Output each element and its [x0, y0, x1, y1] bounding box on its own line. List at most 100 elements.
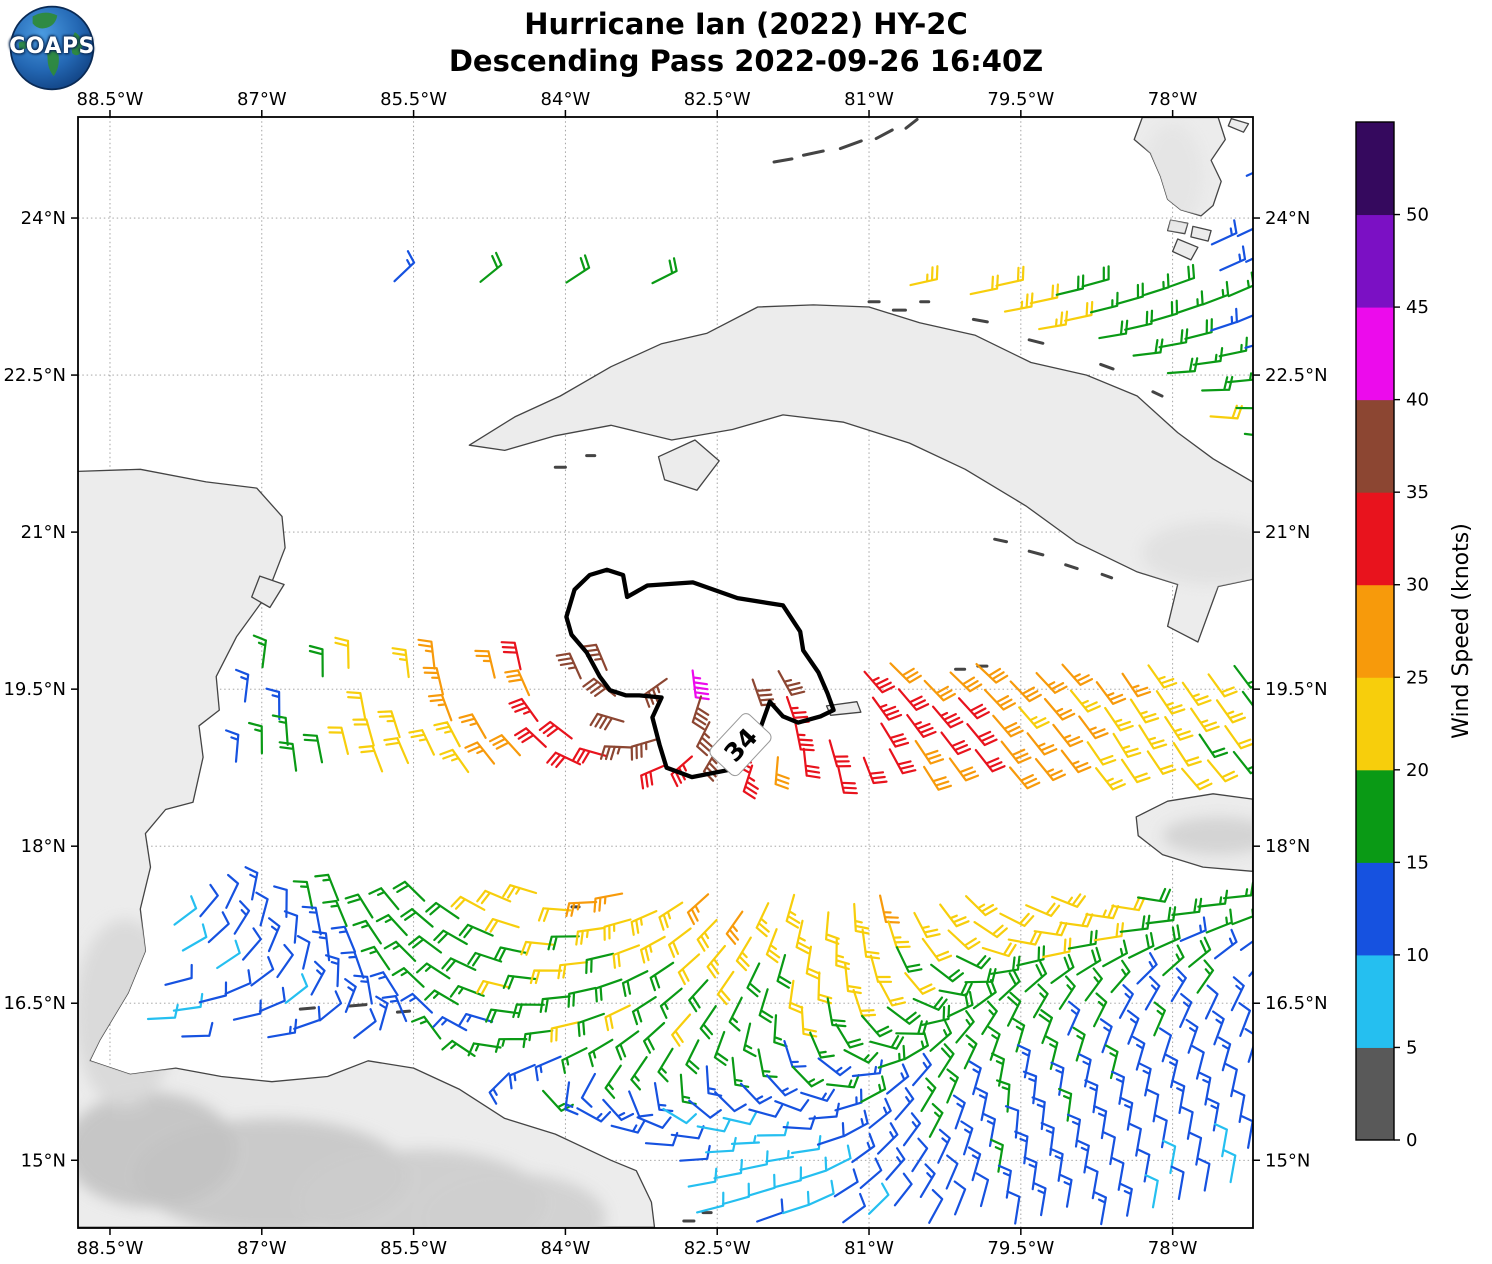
wind-barb [422, 666, 444, 696]
wind-barb [425, 901, 460, 920]
coaps-globe-icon [9, 5, 95, 91]
wind-barb [937, 1128, 951, 1164]
wind-barb [173, 895, 198, 926]
wind-barb [765, 1074, 798, 1097]
wind-barb [585, 952, 615, 975]
wind-barb [765, 928, 781, 964]
wind-barb [610, 1120, 646, 1134]
wind-barb [975, 663, 1009, 684]
wind-barb [1218, 336, 1248, 358]
wind-barb [1248, 969, 1253, 977]
wind-barb [1029, 283, 1059, 305]
wind-barb [1067, 929, 1098, 950]
wind-barb [580, 1072, 596, 1108]
wind-barb [885, 1147, 906, 1181]
colorbar-segment [1356, 399, 1394, 493]
wind-barb [1158, 328, 1189, 349]
wind-barb [377, 710, 401, 739]
wind-barb [1227, 372, 1253, 384]
wind-barb [1239, 1114, 1253, 1149]
wind-barb [1000, 740, 1032, 764]
wind-barb [1164, 1053, 1179, 1089]
wind-barb [691, 669, 710, 701]
wind-barb [594, 978, 623, 1003]
wind-barb [1196, 959, 1215, 994]
wind-barb [408, 729, 435, 756]
wind-barb [172, 992, 204, 1012]
wind-barb [271, 714, 289, 746]
wind-barb [878, 980, 906, 1007]
wind-barb [969, 274, 999, 296]
land-andros_frag3 [1171, 238, 1199, 261]
wind-barb [1034, 758, 1066, 782]
wind-barb [353, 1008, 377, 1039]
wind-barb [1093, 1190, 1107, 1226]
wind-barb [565, 900, 598, 918]
wind-barb [484, 918, 520, 933]
wind-barb [1179, 1105, 1194, 1140]
wind-barb [508, 1063, 536, 1090]
wind-barb [1171, 897, 1203, 917]
colorbar-segment [1356, 307, 1394, 401]
wind-barb [897, 688, 930, 711]
wind-barb [308, 644, 324, 678]
wind-barb [940, 731, 972, 756]
wind-barb [982, 1112, 996, 1147]
wind-barb [1207, 673, 1238, 698]
lat-tick-label: 16.5°N [3, 993, 66, 1014]
lat-tick-label: 18°N [1265, 836, 1310, 857]
wind-barb [1095, 681, 1127, 705]
wind-barb [391, 967, 425, 988]
lon-tick-label: 84°W [541, 89, 591, 110]
wind-barb [1058, 975, 1076, 1010]
wind-barb [1147, 664, 1178, 689]
wind-barb [1196, 1157, 1211, 1192]
wind-barb [302, 733, 324, 764]
wind-barb [1179, 916, 1207, 942]
wind-barb [1179, 993, 1193, 1028]
wind-barb [809, 1031, 835, 1059]
wind-barb [696, 919, 718, 952]
wind-barb [714, 1091, 747, 1113]
wind-barb [939, 903, 970, 928]
wind-barb [860, 1075, 887, 1103]
wind-barb [1188, 1131, 1203, 1166]
wind-barb [773, 1166, 802, 1189]
wind-barb [252, 634, 267, 669]
wind-barb [1212, 1010, 1225, 1046]
wind-barb [1150, 299, 1179, 323]
wind-barb [657, 1047, 674, 1083]
wind-barb [1084, 967, 1103, 1002]
wind-barb [547, 935, 580, 951]
land-corner_cay [1227, 117, 1250, 133]
wind-barb [248, 721, 263, 755]
wind-barb [877, 1044, 906, 1069]
wind-barb [1119, 914, 1151, 933]
wind-barb [301, 905, 322, 936]
lon-tick-label: 78°W [1148, 89, 1198, 110]
wind-barb [835, 937, 850, 970]
lon-tick-label: 79.5°W [987, 89, 1054, 110]
lon-tick-label: 85.5°W [380, 1238, 447, 1259]
wind-barb [735, 936, 752, 972]
wind-barb [512, 1003, 545, 1019]
wind-barb [1098, 319, 1129, 340]
wind-barb [1185, 1018, 1199, 1054]
wind-barb [1188, 936, 1212, 968]
wind-barb [225, 873, 240, 909]
wind-barb [938, 981, 973, 997]
wind-barb [1052, 723, 1084, 748]
wind-barb [920, 1077, 937, 1112]
lon-tick-label: 88.5°W [77, 1238, 144, 1259]
wind-barb [1035, 672, 1068, 694]
wind-barb [965, 895, 998, 917]
wind-barb [964, 968, 997, 984]
wind-barb [1118, 984, 1134, 1019]
wind-barb [522, 1029, 554, 1049]
wind-barb [952, 1094, 966, 1130]
wind-barb [630, 738, 659, 761]
wind-barb [914, 739, 945, 765]
wind-barb [911, 1137, 929, 1173]
colorbar-tick-label: 25 [1406, 667, 1429, 688]
wind-barb [651, 257, 678, 285]
